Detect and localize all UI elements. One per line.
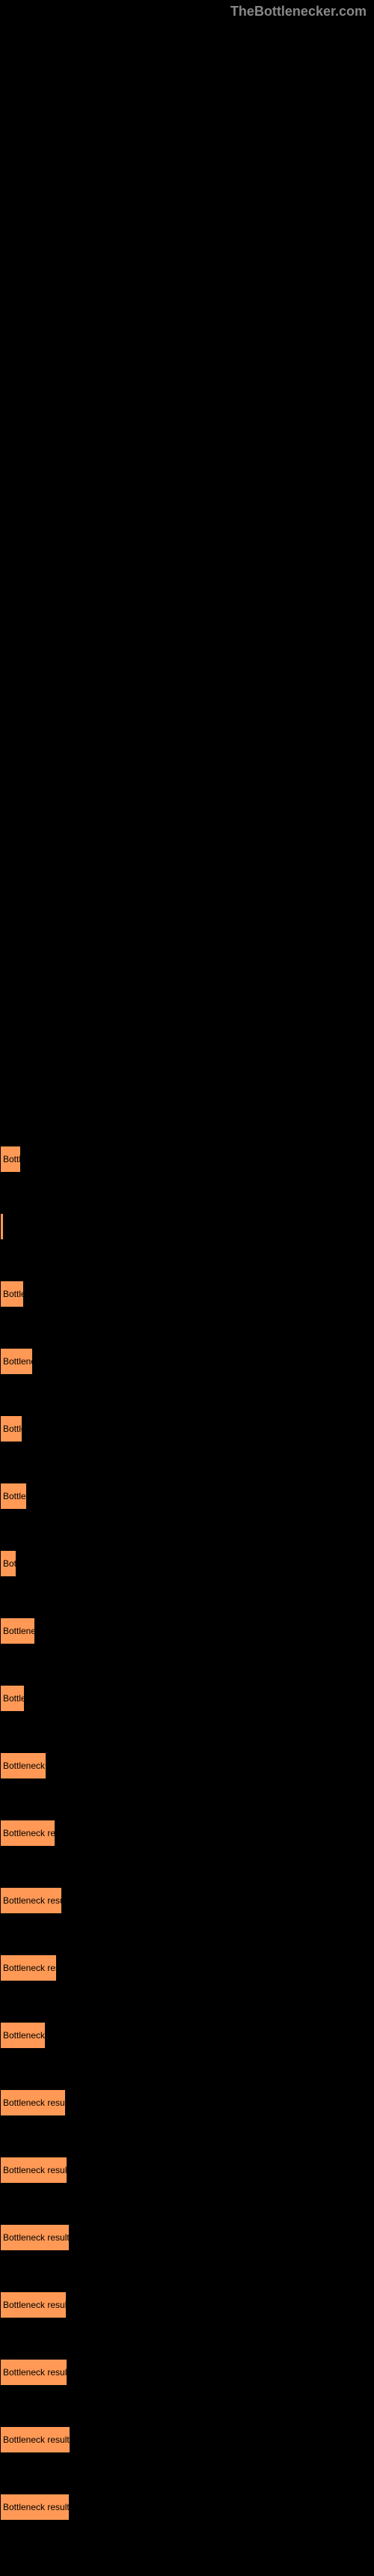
bar-label: Bottleneck result — [3, 1289, 24, 1299]
bar-label: Bottleneck result — [3, 1963, 57, 1973]
bar-row: Bottleneck result — [0, 2022, 374, 2049]
bar-row: Bottleneck result — [0, 1483, 374, 1510]
bar-label: Bottleneck result — [3, 2434, 70, 2445]
bottleneck-bar: Bottleneck result — [0, 2359, 67, 2386]
bar-row: Bottleneck result — [0, 2224, 374, 2251]
bottleneck-bar: Bottleneck result — [0, 1752, 46, 1779]
bottleneck-bar: Bottleneck result — [0, 1213, 4, 1240]
bottleneck-bar: Bottleneck result — [0, 1483, 27, 1510]
bar-label: Bottleneck result — [3, 2165, 67, 2175]
bar-label: Bottleneck result — [3, 1895, 62, 1906]
bar-row: Bottleneck result — [0, 1954, 374, 1981]
bar-row: Bottleneck result — [0, 2157, 374, 2184]
bar-label: Bottleneck result — [3, 1828, 55, 1838]
bar-label: Bottleneck result — [3, 2300, 67, 2310]
bottleneck-bar: Bottleneck result — [0, 2291, 67, 2318]
bottleneck-bar: Bottleneck result — [0, 2157, 67, 2184]
bar-label: Bottleneck result — [3, 1626, 35, 1636]
bottleneck-bar: Bottleneck result — [0, 2426, 70, 2453]
bar-row: Bottleneck result — [0, 1820, 374, 1847]
bottleneck-bar: Bottleneck result — [0, 1415, 22, 1442]
bar-label: Bottleneck result — [3, 1558, 16, 1569]
bar-row: Bottleneck result — [0, 2359, 374, 2386]
bar-label: Bottleneck result — [3, 2502, 70, 2512]
watermark-text: TheBottlenecker.com — [230, 4, 367, 19]
bar-label: Bottleneck result — [3, 2367, 67, 2378]
bar-row: Bottleneck result — [0, 2291, 374, 2318]
bottleneck-bar: Bottleneck result — [0, 1685, 25, 1712]
bar-row: Bottleneck result — [0, 1550, 374, 1577]
bar-label: Bottleneck result — [3, 1154, 21, 1164]
bar-label: Bottleneck result — [3, 2232, 70, 2243]
bar-label: Bottleneck result — [3, 1761, 46, 1771]
bottleneck-bar: Bottleneck result — [0, 1281, 24, 1307]
bottleneck-bar: Bottleneck result — [0, 1887, 62, 1914]
bar-label: Bottleneck result — [3, 1356, 33, 1367]
bar-row: Bottleneck result — [0, 1213, 374, 1240]
bottleneck-bar: Bottleneck result — [0, 1348, 33, 1375]
bar-label: Bottleneck result — [3, 1424, 22, 1434]
bottleneck-bar: Bottleneck result — [0, 1820, 55, 1847]
bar-row: Bottleneck result — [0, 1887, 374, 1914]
bar-row: Bottleneck result — [0, 1146, 374, 1173]
bottleneck-bar: Bottleneck result — [0, 2022, 46, 2049]
bar-row: Bottleneck result — [0, 1752, 374, 1779]
bar-row: Bottleneck result — [0, 1348, 374, 1375]
bar-row: Bottleneck result — [0, 1685, 374, 1712]
bottleneck-bar: Bottleneck result — [0, 1954, 57, 1981]
bottleneck-bar: Bottleneck result — [0, 1146, 21, 1173]
bar-chart: Bottleneck result Bottleneck result Bottle… — [0, 0, 374, 2576]
bar-row: Bottleneck result — [0, 1617, 374, 1644]
bar-row: Bottleneck result — [0, 2089, 374, 2116]
bar-row: Bottleneck result — [0, 1415, 374, 1442]
bottleneck-bar: Bottleneck result — [0, 2089, 66, 2116]
bar-row: Bottleneck result — [0, 1281, 374, 1307]
bar-row: Bottleneck result — [0, 2494, 374, 2521]
bar-label: Bottleneck result — [3, 1221, 4, 1232]
bar-row: Bottleneck result — [0, 2426, 374, 2453]
bar-label: Bottleneck result — [3, 1693, 25, 1704]
bar-label: Bottleneck result — [3, 2030, 46, 2041]
bar-label: Bottleneck result — [3, 2097, 66, 2108]
bar-label: Bottleneck result — [3, 1491, 27, 1501]
bottleneck-bar: Bottleneck result — [0, 2224, 70, 2251]
bottleneck-bar: Bottleneck result — [0, 2494, 70, 2521]
bottleneck-bar: Bottleneck result — [0, 1550, 16, 1577]
bottleneck-bar: Bottleneck result — [0, 1617, 35, 1644]
